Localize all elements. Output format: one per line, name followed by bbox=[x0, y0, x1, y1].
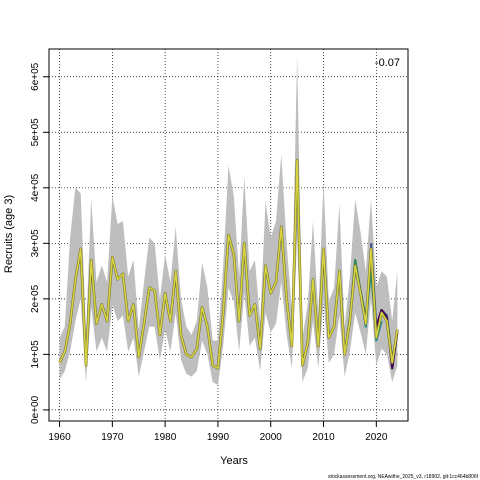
corner-label: -0.07 bbox=[375, 57, 400, 69]
confidence-band-layer bbox=[59, 54, 398, 385]
y-tick-label-5: 5e+05 bbox=[30, 118, 41, 147]
x-axis: 1960 1970 1980 1990 2000 2010 2020 bbox=[48, 421, 388, 443]
confidence-band bbox=[59, 54, 398, 385]
footer-text: stockassessment.org, NEAwithe_2025_v3, r… bbox=[328, 474, 479, 480]
estimate-line bbox=[58, 159, 399, 370]
y-tick-label-1: 1e+05 bbox=[30, 340, 41, 369]
x-tick-label-0: 1960 bbox=[48, 432, 71, 443]
estimate-line-layer bbox=[58, 158, 399, 370]
plot-frame bbox=[48, 48, 409, 422]
x-tick-label-3: 1990 bbox=[207, 432, 230, 443]
y-axis: 0e+00 1e+05 2e+05 3e+05 4e+05 5e+05 6e+05 bbox=[30, 62, 49, 424]
x-tick-label-5: 2010 bbox=[312, 432, 335, 443]
x-axis-title: Years bbox=[220, 455, 248, 467]
y-tick-label-0: 0e+00 bbox=[30, 395, 41, 424]
x-tick-label-2: 1980 bbox=[154, 432, 177, 443]
x-tick-label-6: 2020 bbox=[365, 432, 388, 443]
y-tick-label-3: 3e+05 bbox=[30, 229, 41, 258]
x-tick-label-1: 1970 bbox=[101, 432, 124, 443]
x-tick-label-4: 2000 bbox=[260, 432, 283, 443]
y-tick-label-2: 2e+05 bbox=[30, 284, 41, 313]
y-tick-label-6: 6e+05 bbox=[30, 62, 41, 91]
y-tick-label-4: 4e+05 bbox=[30, 173, 41, 202]
y-axis-title: Recruits (age 3) bbox=[3, 195, 15, 273]
